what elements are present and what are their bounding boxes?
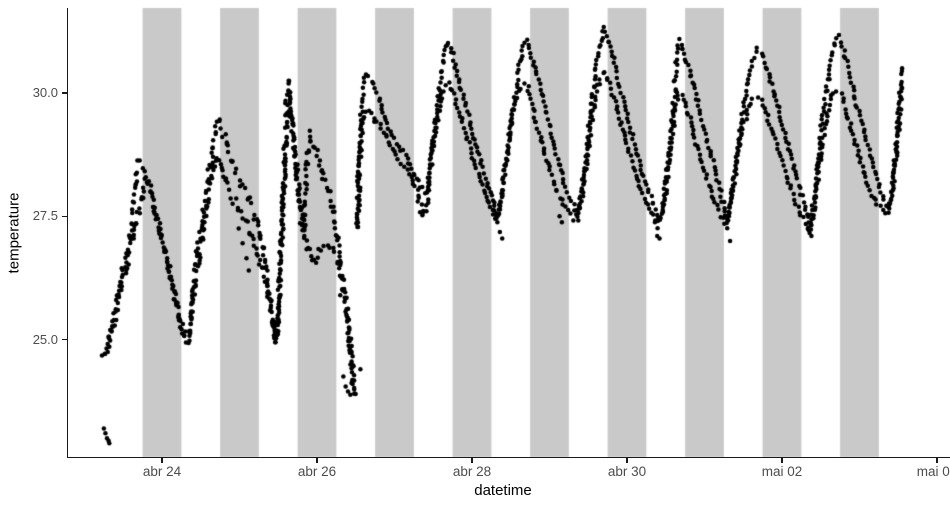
y-tick-label: 30.0 bbox=[32, 84, 58, 100]
y-tick-mark bbox=[62, 338, 67, 341]
x-tick-label: abr 30 bbox=[607, 464, 647, 479]
x-tick-mark bbox=[936, 458, 938, 463]
y-tick-label: 27.5 bbox=[32, 208, 58, 224]
x-tick-label: abr 24 bbox=[142, 464, 182, 479]
x-axis-title: datetime bbox=[474, 482, 532, 499]
x-tick-mark bbox=[781, 458, 783, 463]
x-tick-label: abr 28 bbox=[452, 464, 492, 479]
y-tick-mark bbox=[62, 92, 67, 94]
y-tick-label: 25.0 bbox=[32, 331, 58, 347]
x-tick-mark bbox=[316, 458, 318, 463]
x-tick-mark bbox=[471, 458, 473, 463]
x-tick-mark bbox=[626, 458, 628, 463]
x-tick-label: mai 02 bbox=[761, 464, 803, 479]
x-tick-label: abr 26 bbox=[297, 464, 337, 479]
y-axis-title: temperature bbox=[5, 192, 23, 273]
x-tick-mark bbox=[161, 458, 163, 463]
x-axis-line bbox=[67, 456, 950, 458]
y-tick-mark bbox=[62, 215, 67, 217]
y-axis-line bbox=[67, 8, 69, 457]
x-tick-label: mai 04 bbox=[916, 464, 950, 479]
